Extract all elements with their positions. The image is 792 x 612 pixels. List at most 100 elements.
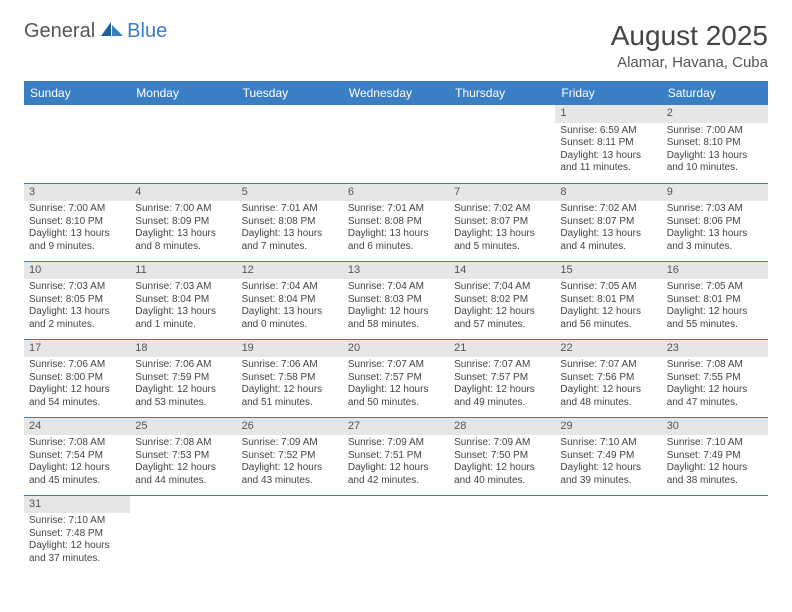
calendar-cell [662, 495, 768, 573]
sunrise-text: Sunrise: 7:06 AM [29, 359, 125, 372]
day-details: Sunrise: 7:07 AMSunset: 7:57 PMDaylight:… [449, 357, 555, 412]
calendar-cell: 13Sunrise: 7:04 AMSunset: 8:03 PMDayligh… [343, 261, 449, 339]
header: General Blue August 2025 Alamar, Havana,… [24, 20, 768, 71]
day-details: Sunrise: 7:07 AMSunset: 7:57 PMDaylight:… [343, 357, 449, 412]
sunset-text: Sunset: 8:01 PM [667, 294, 763, 307]
calendar-cell: 1Sunrise: 6:59 AMSunset: 8:11 PMDaylight… [555, 105, 661, 183]
calendar-cell: 10Sunrise: 7:03 AMSunset: 8:05 PMDayligh… [24, 261, 130, 339]
daylight-text: Daylight: 12 hours and 42 minutes. [348, 462, 444, 487]
sunrise-text: Sunrise: 7:07 AM [454, 359, 550, 372]
day-number: 8 [555, 184, 661, 202]
day-details: Sunrise: 7:00 AMSunset: 8:10 PMDaylight:… [24, 201, 130, 256]
day-details: Sunrise: 6:59 AMSunset: 8:11 PMDaylight:… [555, 123, 661, 178]
sunset-text: Sunset: 7:56 PM [560, 372, 656, 385]
calendar-cell: 9Sunrise: 7:03 AMSunset: 8:06 PMDaylight… [662, 183, 768, 261]
day-number: 1 [555, 105, 661, 123]
sunset-text: Sunset: 8:02 PM [454, 294, 550, 307]
day-details: Sunrise: 7:09 AMSunset: 7:51 PMDaylight:… [343, 435, 449, 490]
sunrise-text: Sunrise: 6:59 AM [560, 125, 656, 138]
sunrise-text: Sunrise: 7:06 AM [135, 359, 231, 372]
sunset-text: Sunset: 7:53 PM [135, 450, 231, 463]
calendar-cell [449, 105, 555, 183]
brand-part2: Blue [127, 20, 167, 43]
sunrise-text: Sunrise: 7:10 AM [667, 437, 763, 450]
daylight-text: Daylight: 12 hours and 47 minutes. [667, 384, 763, 409]
sunset-text: Sunset: 7:59 PM [135, 372, 231, 385]
calendar-table: Sunday Monday Tuesday Wednesday Thursday… [24, 81, 768, 573]
sunrise-text: Sunrise: 7:08 AM [29, 437, 125, 450]
day-details: Sunrise: 7:09 AMSunset: 7:52 PMDaylight:… [237, 435, 343, 490]
daylight-text: Daylight: 12 hours and 53 minutes. [135, 384, 231, 409]
day-number: 31 [24, 496, 130, 514]
daylight-text: Daylight: 12 hours and 37 minutes. [29, 540, 125, 565]
sunset-text: Sunset: 7:48 PM [29, 528, 125, 541]
daylight-text: Daylight: 12 hours and 57 minutes. [454, 306, 550, 331]
day-number: 21 [449, 340, 555, 358]
day-details: Sunrise: 7:02 AMSunset: 8:07 PMDaylight:… [555, 201, 661, 256]
calendar-cell: 19Sunrise: 7:06 AMSunset: 7:58 PMDayligh… [237, 339, 343, 417]
sunset-text: Sunset: 8:10 PM [667, 137, 763, 150]
daylight-text: Daylight: 13 hours and 8 minutes. [135, 228, 231, 253]
calendar-cell: 14Sunrise: 7:04 AMSunset: 8:02 PMDayligh… [449, 261, 555, 339]
calendar-cell: 22Sunrise: 7:07 AMSunset: 7:56 PMDayligh… [555, 339, 661, 417]
sunset-text: Sunset: 8:00 PM [29, 372, 125, 385]
day-details: Sunrise: 7:10 AMSunset: 7:49 PMDaylight:… [555, 435, 661, 490]
calendar-cell: 12Sunrise: 7:04 AMSunset: 8:04 PMDayligh… [237, 261, 343, 339]
daylight-text: Daylight: 13 hours and 1 minute. [135, 306, 231, 331]
day-number: 11 [130, 262, 236, 280]
calendar-cell: 4Sunrise: 7:00 AMSunset: 8:09 PMDaylight… [130, 183, 236, 261]
daylight-text: Daylight: 13 hours and 0 minutes. [242, 306, 338, 331]
day-number: 24 [24, 418, 130, 436]
sunrise-text: Sunrise: 7:10 AM [560, 437, 656, 450]
sunset-text: Sunset: 8:03 PM [348, 294, 444, 307]
calendar-cell: 24Sunrise: 7:08 AMSunset: 7:54 PMDayligh… [24, 417, 130, 495]
weekday-header: Wednesday [343, 81, 449, 105]
calendar-cell: 16Sunrise: 7:05 AMSunset: 8:01 PMDayligh… [662, 261, 768, 339]
sunrise-text: Sunrise: 7:09 AM [454, 437, 550, 450]
calendar-cell: 17Sunrise: 7:06 AMSunset: 8:00 PMDayligh… [24, 339, 130, 417]
sunset-text: Sunset: 7:49 PM [560, 450, 656, 463]
daylight-text: Daylight: 12 hours and 50 minutes. [348, 384, 444, 409]
daylight-text: Daylight: 12 hours and 40 minutes. [454, 462, 550, 487]
day-number: 13 [343, 262, 449, 280]
calendar-row: 1Sunrise: 6:59 AMSunset: 8:11 PMDaylight… [24, 105, 768, 183]
day-number: 23 [662, 340, 768, 358]
sunset-text: Sunset: 7:55 PM [667, 372, 763, 385]
daylight-text: Daylight: 13 hours and 11 minutes. [560, 150, 656, 175]
day-details: Sunrise: 7:04 AMSunset: 8:04 PMDaylight:… [237, 279, 343, 334]
daylight-text: Daylight: 12 hours and 55 minutes. [667, 306, 763, 331]
day-details: Sunrise: 7:05 AMSunset: 8:01 PMDaylight:… [555, 279, 661, 334]
calendar-cell [343, 495, 449, 573]
calendar-cell: 15Sunrise: 7:05 AMSunset: 8:01 PMDayligh… [555, 261, 661, 339]
brand-part1: General [24, 20, 95, 43]
calendar-row: 17Sunrise: 7:06 AMSunset: 8:00 PMDayligh… [24, 339, 768, 417]
day-number: 17 [24, 340, 130, 358]
calendar-cell [130, 495, 236, 573]
location-label: Alamar, Havana, Cuba [611, 54, 768, 71]
day-number: 16 [662, 262, 768, 280]
day-details: Sunrise: 7:06 AMSunset: 8:00 PMDaylight:… [24, 357, 130, 412]
day-details: Sunrise: 7:05 AMSunset: 8:01 PMDaylight:… [662, 279, 768, 334]
day-number: 5 [237, 184, 343, 202]
sunset-text: Sunset: 8:05 PM [29, 294, 125, 307]
day-number: 3 [24, 184, 130, 202]
calendar-cell: 28Sunrise: 7:09 AMSunset: 7:50 PMDayligh… [449, 417, 555, 495]
sunset-text: Sunset: 8:04 PM [242, 294, 338, 307]
sail-icon [97, 20, 125, 40]
weekday-header: Friday [555, 81, 661, 105]
daylight-text: Daylight: 13 hours and 9 minutes. [29, 228, 125, 253]
weekday-header: Tuesday [237, 81, 343, 105]
sunset-text: Sunset: 8:08 PM [242, 216, 338, 229]
sunrise-text: Sunrise: 7:08 AM [135, 437, 231, 450]
calendar-cell: 23Sunrise: 7:08 AMSunset: 7:55 PMDayligh… [662, 339, 768, 417]
day-details: Sunrise: 7:10 AMSunset: 7:48 PMDaylight:… [24, 513, 130, 568]
day-number: 6 [343, 184, 449, 202]
daylight-text: Daylight: 13 hours and 2 minutes. [29, 306, 125, 331]
sunset-text: Sunset: 8:04 PM [135, 294, 231, 307]
sunset-text: Sunset: 8:09 PM [135, 216, 231, 229]
day-details: Sunrise: 7:01 AMSunset: 8:08 PMDaylight:… [343, 201, 449, 256]
calendar-cell [555, 495, 661, 573]
sunrise-text: Sunrise: 7:03 AM [667, 203, 763, 216]
sunrise-text: Sunrise: 7:03 AM [135, 281, 231, 294]
sunrise-text: Sunrise: 7:06 AM [242, 359, 338, 372]
